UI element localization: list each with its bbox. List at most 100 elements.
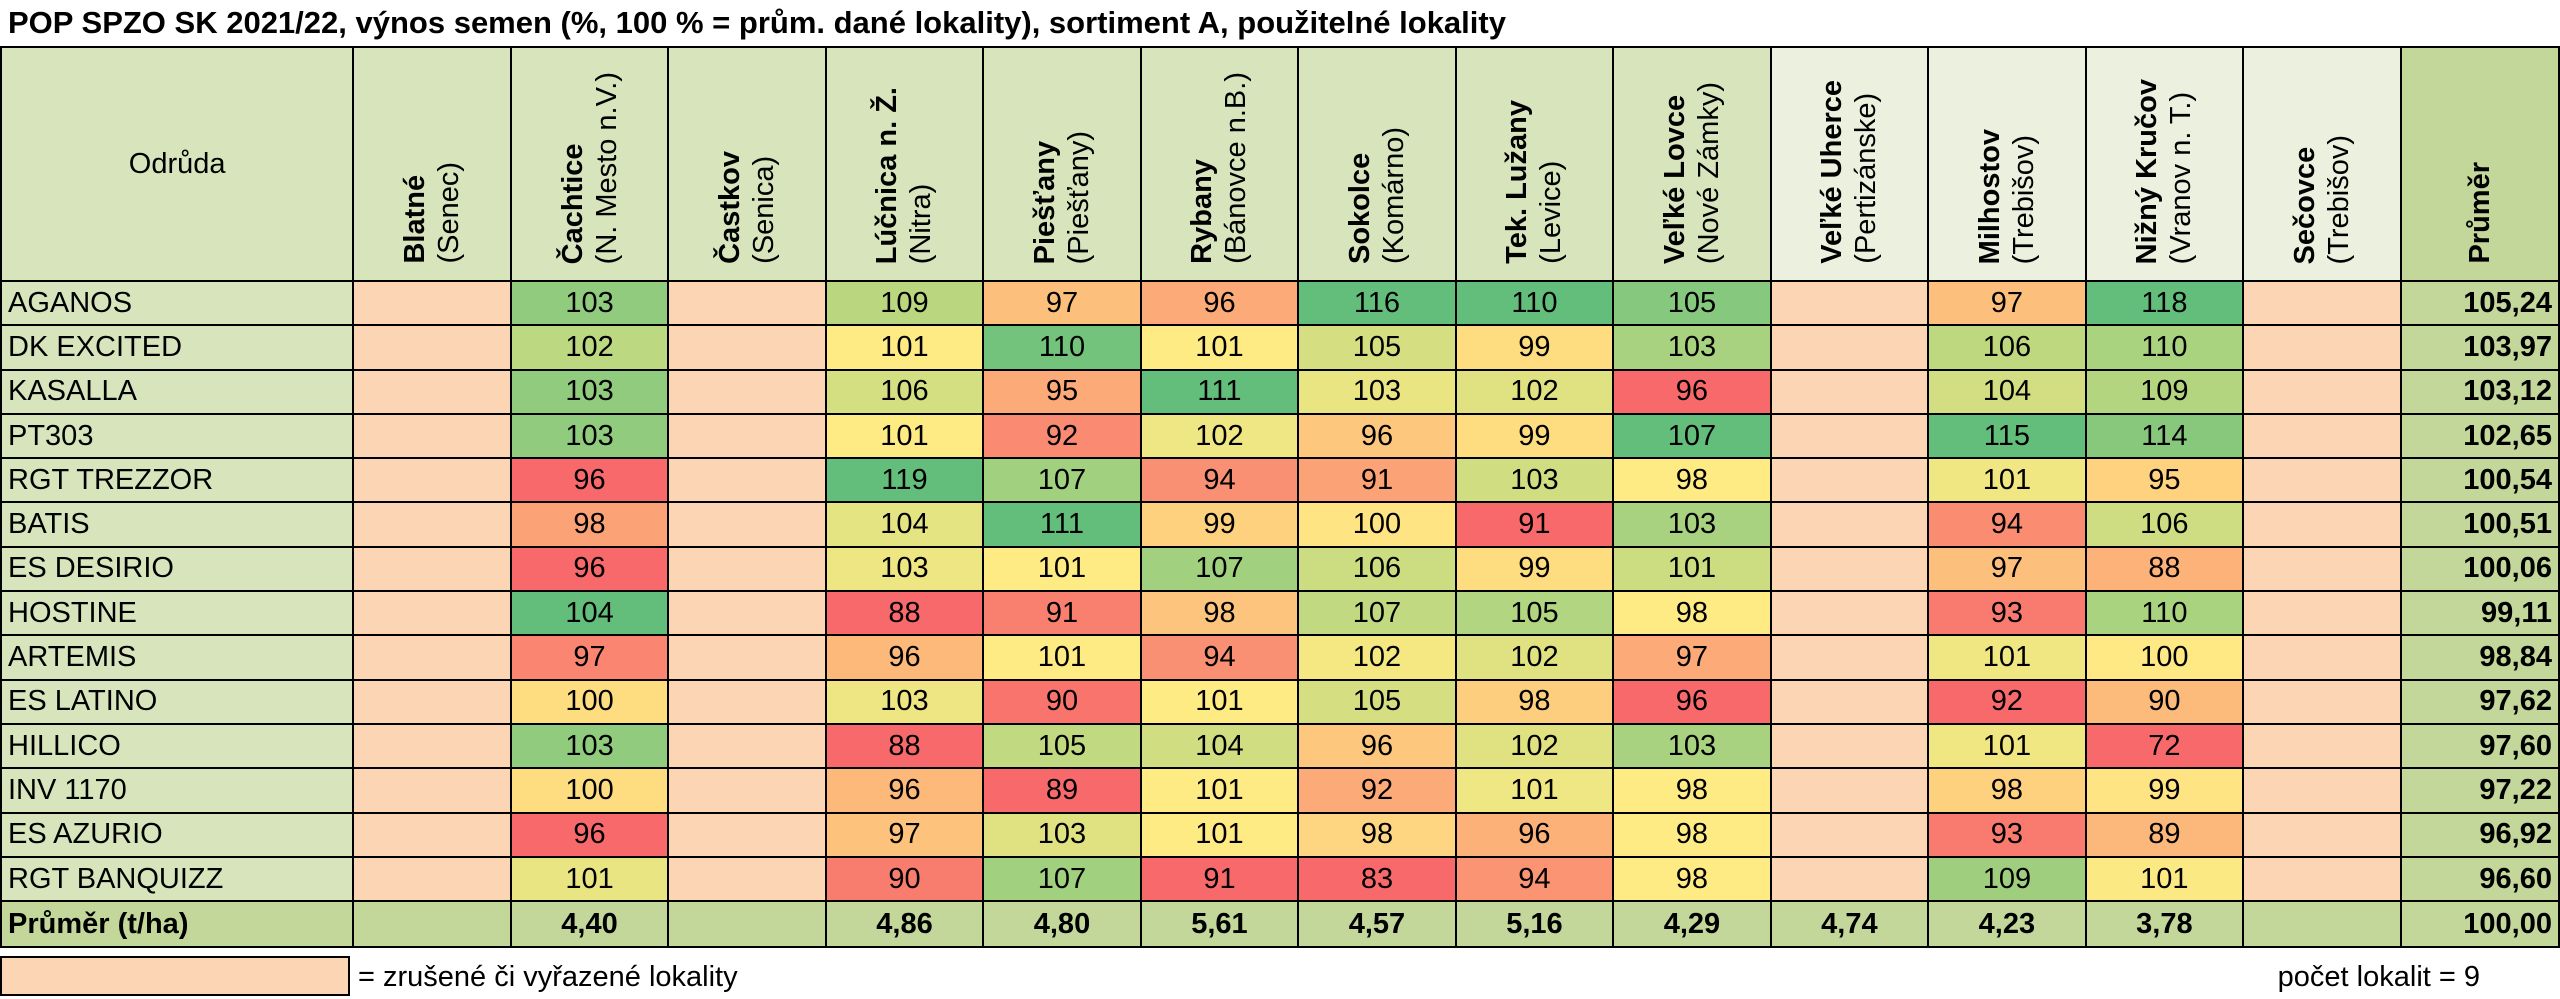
yield-cell: 107 [1612,412,1772,460]
yield-cell: 100 [2084,634,2245,681]
yield-cell [1769,324,1930,371]
yield-cell: 98 [1612,855,1772,903]
yield-cell: 91 [982,590,1142,637]
variety-name: BATIS [0,501,355,548]
yield-cell: 99 [1454,412,1615,460]
yield-cell: 109 [2084,368,2245,415]
yield-cell: 99 [2084,767,2245,814]
yield-cell [2242,501,2402,548]
yield-cell [667,412,827,460]
yield-cell [2242,767,2402,814]
location-header: Veľké Uherce (Pertizánske) [1769,46,1930,282]
yield-cell: 72 [2084,722,2245,770]
yield-cell: 88 [824,590,985,637]
location-average: 4,57 [1297,900,1457,949]
location-label: Milhostov (Trebišov) [1973,119,2041,272]
yield-cell [2242,324,2402,371]
location-region: (Vranov n. T.) [2165,91,2198,264]
row-average: 100,51 [2399,501,2560,548]
yield-cell: 103 [1612,501,1772,548]
legend-swatch [0,956,350,996]
yield-cell: 107 [1297,590,1457,637]
yield-cell: 110 [2084,324,2245,371]
yield-cell: 102 [1454,634,1615,681]
variety-name: RGT BANQUIZZ [0,855,355,903]
location-region: (Bánovce n.B.) [1220,72,1253,264]
table-row: DK EXCITED 102 101 110 101 105 99 103 106 110 103,… [0,324,2560,371]
row-average: 99,11 [2399,590,2560,637]
yield-cell [667,324,827,371]
location-header: Čachtice (N. Mesto n.V.) [509,46,670,282]
yield-cell: 90 [2084,678,2245,725]
variety-name: HOSTINE [0,590,355,637]
table-body: AGANOS 103 109 97 96 116 110 105 97 118 105,24 DK E… [0,279,2560,903]
yield-cell: 119 [824,457,985,504]
row-average: 97,60 [2399,722,2560,770]
yield-cell [352,412,512,460]
location-name: Častkov [714,151,746,264]
yield-cell: 94 [1454,855,1615,903]
yield-cell: 101 [1139,767,1300,814]
yield-cell [2242,457,2402,504]
location-name: Čachtice [556,143,589,264]
yield-cell [352,545,512,593]
yield-cell [352,279,512,327]
row-average: 97,62 [2399,678,2560,725]
yield-cell: 104 [1927,368,2087,415]
location-region: (N. Mesto n.V.) [590,71,623,264]
location-header: Sečovce (Trebišov) [2242,46,2402,282]
location-header: Veľké Lovce (Nové Zámky) [1612,46,1772,282]
location-name: Piešťany [1028,140,1061,264]
yield-cell: 98 [1612,767,1772,814]
location-region: (Nitra) [905,183,938,264]
location-region: (Senica) [748,156,780,264]
yield-cell: 103 [824,545,985,593]
yield-cell [667,457,827,504]
yield-cell: 96 [1612,678,1772,725]
yield-cell [1769,501,1930,548]
yield-cell: 106 [2084,501,2245,548]
location-label: Čachtice (N. Mesto n.V.) [556,62,624,272]
location-count: počet lokalit = 9 [2277,961,2480,993]
yield-cell [352,324,512,371]
table-row: ARTEMIS 97 96 101 94 102 102 97 101 100 98,84 [0,634,2560,681]
overall-average: 100,00 [2399,900,2560,949]
row-average: 102,65 [2399,412,2560,460]
yield-cell: 101 [1139,324,1300,371]
yield-cell: 94 [1139,457,1300,504]
table-footer: Průměr (t/ha) 4,40 4,86 4,80 5,61 4,57 5,16 4,… [0,900,2560,949]
yield-cell: 103 [509,279,670,327]
location-label: Častkov (Senica) [713,141,781,272]
variety-name: HILLICO [0,722,355,770]
yield-cell: 103 [509,722,670,770]
yield-cell [1769,722,1930,770]
yield-cell: 101 [824,324,985,371]
yield-cell: 103 [1454,457,1615,504]
yield-cell [2242,678,2402,725]
yield-cell: 110 [1454,279,1615,327]
yield-cell [1769,811,1930,858]
yield-cell: 105 [982,722,1142,770]
yield-cell [2242,634,2402,681]
row-average: 105,24 [2399,279,2560,327]
yield-cell: 98 [1139,590,1300,637]
yield-cell: 104 [509,590,670,637]
yield-cell [1769,368,1930,415]
location-average: 5,61 [1139,900,1300,949]
yield-cell: 92 [982,412,1142,460]
yield-cell: 109 [1927,855,2087,903]
location-label: Sokolce (Komárno) [1343,117,1411,272]
table-row: PT303 103 101 92 102 96 99 107 115 114 102,65 [0,412,2560,460]
yield-cell: 95 [2084,457,2245,504]
yield-cell: 101 [2084,855,2245,903]
yield-cell: 103 [1297,368,1457,415]
location-average: 4,23 [1927,900,2087,949]
yield-cell: 106 [1297,545,1457,593]
yield-cell: 94 [1139,634,1300,681]
table-row: ES AZURIO 96 97 103 101 98 96 98 93 89 96,92 [0,811,2560,858]
location-header: Piešťany (Piešťany) [982,46,1142,282]
location-label: Blatné (Senec) [398,152,466,272]
yield-cell: 106 [1927,324,2087,371]
location-header: Tek. Lužany (Levice) [1454,46,1615,282]
yield-cell: 97 [1927,545,2087,593]
